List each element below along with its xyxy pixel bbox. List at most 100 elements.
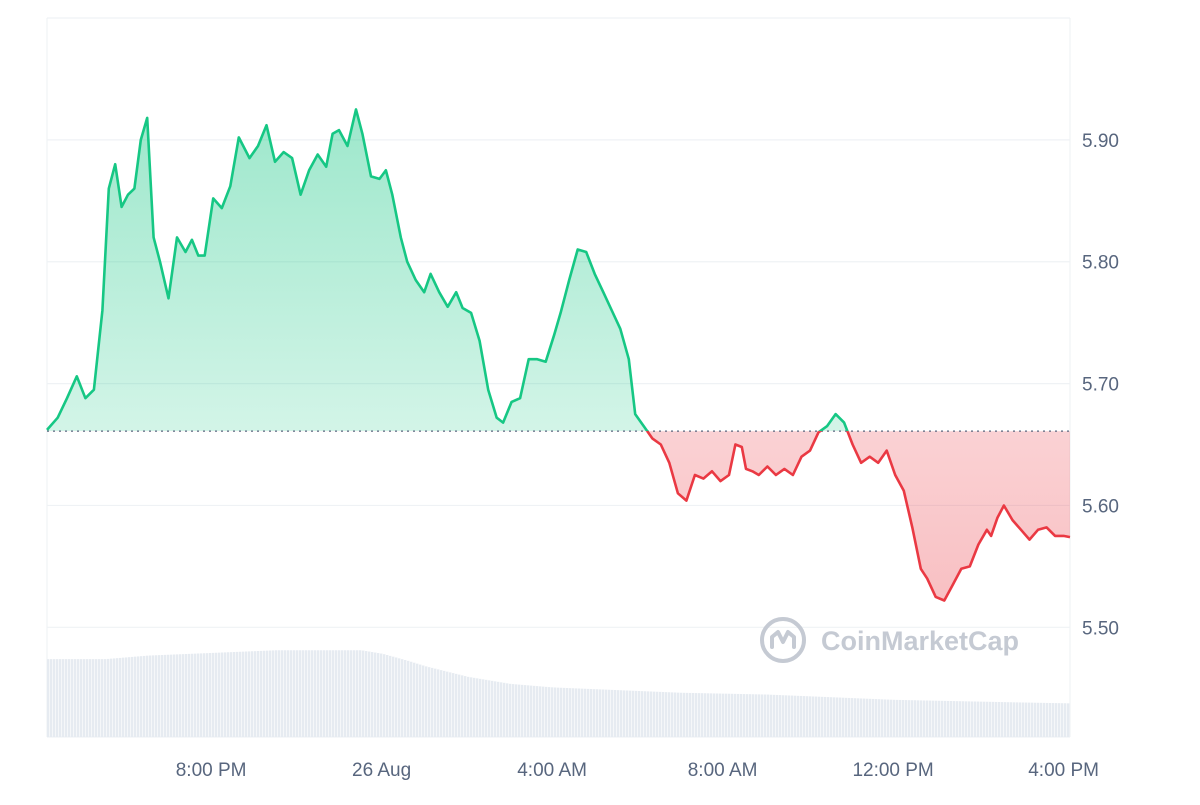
volume-bar — [251, 651, 254, 737]
volume-bar — [374, 652, 377, 737]
volume-bar — [140, 656, 143, 737]
volume-bar — [698, 693, 701, 737]
volume-bar — [845, 697, 848, 737]
volume-bar — [410, 661, 413, 737]
volume-bar — [743, 694, 746, 737]
volume-bar — [548, 687, 551, 737]
price-line[interactable] — [46, 108, 1071, 602]
volume-bar — [614, 690, 617, 737]
volume-bar — [419, 664, 422, 737]
volume-bar — [386, 655, 389, 737]
volume-bar — [353, 650, 356, 737]
volume-bar — [560, 687, 563, 737]
volume-bar — [953, 701, 956, 737]
volume-bar — [1007, 702, 1010, 737]
volume-bar — [323, 650, 326, 737]
volume-bar — [710, 693, 713, 737]
volume-bar — [599, 689, 602, 737]
price-line-below-baseline[interactable] — [47, 109, 1071, 602]
volume-bar — [620, 690, 623, 737]
coinmarketcap-watermark: CoinMarketCap — [760, 617, 1019, 663]
volume-bar — [1025, 702, 1028, 737]
volume-bar — [170, 654, 173, 737]
volume-bar — [203, 653, 206, 737]
volume-bar — [200, 653, 203, 737]
volume-bar — [617, 690, 620, 737]
volume-bar — [941, 700, 944, 737]
volume-bar — [407, 660, 410, 737]
volume-bar — [320, 650, 323, 737]
volume-bar — [176, 654, 179, 737]
volume-bar — [1052, 703, 1055, 737]
volume-bar — [416, 663, 419, 737]
volume-bar — [1055, 703, 1058, 737]
volume-bar — [848, 697, 851, 737]
volume-bar — [314, 650, 317, 737]
volume-bar — [569, 688, 572, 737]
volume-bar — [761, 694, 764, 737]
volume-bar — [926, 700, 929, 737]
volume-bar — [644, 691, 647, 737]
volume-bar — [863, 698, 866, 737]
volume-bar — [983, 701, 986, 737]
volume-bar — [650, 691, 653, 737]
volume-bar — [593, 689, 596, 737]
volume-bar — [1037, 702, 1040, 737]
volume-bar — [749, 694, 752, 737]
volume-bar — [1013, 702, 1016, 737]
volume-bar — [1034, 702, 1037, 737]
volume-bar — [104, 659, 107, 737]
volume-bar — [71, 659, 74, 737]
volume-bar — [629, 690, 632, 737]
volume-bar — [737, 693, 740, 737]
volume-bar — [392, 656, 395, 737]
volume-bar — [398, 658, 401, 737]
volume-bar — [164, 654, 167, 737]
volume-bar — [437, 669, 440, 737]
volume-bar — [839, 697, 842, 737]
volume-bar — [896, 699, 899, 737]
volume-bar — [95, 659, 98, 737]
volume-bar — [191, 653, 194, 737]
volume-bar — [215, 652, 218, 737]
volume-bar — [977, 701, 980, 737]
volume-bar — [107, 658, 110, 737]
volume-bar — [656, 691, 659, 737]
volume-bar — [77, 659, 80, 737]
volume-bar — [62, 659, 65, 737]
watermark-logo-icon — [760, 617, 806, 663]
volume-bar — [143, 655, 146, 737]
volume-bar — [884, 699, 887, 737]
volume-bar — [1016, 702, 1019, 737]
volume-bar — [1022, 702, 1025, 737]
volume-bar — [641, 691, 644, 737]
volume-bar — [194, 653, 197, 737]
volume-bar — [308, 650, 311, 737]
volume-bar — [287, 650, 290, 737]
volume-bar — [551, 687, 554, 737]
volume-bar — [662, 692, 665, 737]
volume-bar — [716, 693, 719, 737]
volume-bar — [686, 692, 689, 737]
volume-bar — [602, 689, 605, 737]
volume-bar — [806, 696, 809, 737]
price-line-above-baseline[interactable] — [46, 108, 1070, 600]
volume-bar — [356, 650, 359, 737]
x-axis: 8:00 PM 26 Aug 4:00 AM 8:00 AM 12:00 PM 4:00 … — [176, 760, 1099, 781]
volume-bar — [980, 701, 983, 737]
volume-bar — [635, 690, 638, 737]
volume-bar — [647, 691, 650, 737]
volume-bar — [578, 688, 581, 737]
volume-bar — [689, 692, 692, 737]
volume-bar — [668, 692, 671, 737]
volume-bar — [161, 655, 164, 737]
volume-bar — [971, 701, 974, 737]
volume-bar — [110, 658, 113, 737]
volume-bar — [299, 650, 302, 737]
x-tick-label: 26 Aug — [352, 760, 411, 781]
volume-bar — [1043, 702, 1046, 737]
volume-bar — [86, 659, 89, 737]
volume-bar — [590, 689, 593, 737]
